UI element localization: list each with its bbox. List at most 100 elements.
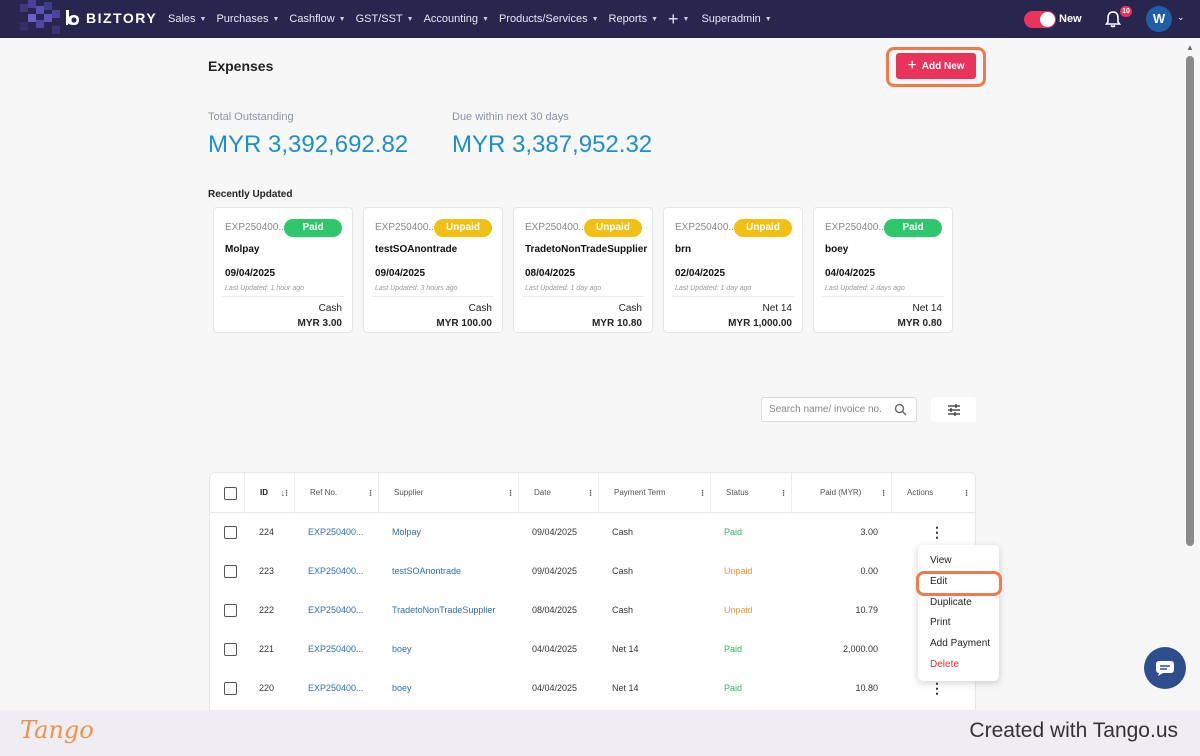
menu-purchases[interactable]: Purchases ▼ [216, 13, 279, 25]
biztory-logo-icon [66, 10, 79, 25]
menu-item-delete[interactable]: Delete [930, 659, 959, 670]
column-header-ref[interactable]: Ref No. ⁝ [294, 473, 378, 513]
menu-gst-sst[interactable]: GST/SST ▼ [356, 13, 414, 25]
table-row[interactable]: 222 EXP250400... TradetoNonTradeSupplier… [210, 591, 975, 630]
row-checkbox[interactable] [224, 604, 237, 617]
new-ui-toggle[interactable] [1024, 11, 1056, 28]
column-menu-icon[interactable]: ⁝ [369, 488, 372, 498]
column-header-id[interactable]: ID ↓⁝ [244, 473, 294, 513]
table-header: ID ↓⁝ Ref No. ⁝ Supplier ⁝ Date ⁝ Payment Te… [210, 473, 975, 513]
scroll-up-icon[interactable]: ▲ [1186, 43, 1194, 52]
card-ref: EXP250400... [675, 222, 737, 233]
card-term: Net 14 [762, 303, 792, 314]
total-outstanding-label: Total Outstanding [208, 111, 294, 123]
card-amount: MYR 3.00 [297, 318, 342, 329]
chevron-down-icon: ▼ [406, 15, 414, 23]
toggle-label: New [1059, 13, 1082, 25]
column-header-date[interactable]: Date ⁝ [518, 473, 598, 513]
column-menu-icon[interactable]: ⁝ [782, 488, 785, 498]
menu-sales[interactable]: Sales ▼ [168, 13, 206, 25]
row-checkbox[interactable] [224, 565, 237, 578]
table-row[interactable]: 220 EXP250400... boey 04/04/2025 Net 14 … [210, 669, 975, 708]
cell-supplier[interactable]: testSOAnontrade [392, 566, 462, 576]
avatar[interactable]: W [1146, 6, 1172, 32]
card-amount: MYR 0.80 [897, 318, 942, 329]
menu-item-edit[interactable]: Edit [930, 576, 948, 587]
cell-ref[interactable]: EXP250400... [308, 527, 364, 537]
table-row[interactable]: 223 EXP250400... testSOAnontrade 09/04/2… [210, 552, 975, 591]
cell-ref[interactable]: EXP250400... [308, 566, 364, 576]
recent-card[interactable]: EXP250400... Unpaid testSOAnontrade 09/0… [363, 207, 503, 333]
card-amount: MYR 100.00 [436, 318, 492, 329]
quick-add-menu[interactable]: + ▼ [668, 9, 689, 30]
recent-card[interactable]: EXP250400... Paid boey 04/04/2025 Last U… [813, 207, 953, 333]
column-header-payment-term[interactable]: Payment Term ⁝ [598, 473, 710, 513]
more-vertical-icon[interactable]: ⋮ [930, 524, 944, 540]
divider [522, 296, 644, 297]
scrollbar[interactable] [1186, 56, 1194, 546]
more-vertical-icon[interactable]: ⋮ [930, 680, 944, 696]
column-menu-icon[interactable]: ⁝ [509, 488, 512, 498]
tango-credit: Created with Tango.us [969, 719, 1178, 742]
sort-desc-icon[interactable]: ↓⁝ [280, 488, 288, 498]
cell-supplier[interactable]: Molpay [392, 527, 422, 537]
column-header-status[interactable]: Status ⁝ [710, 473, 791, 513]
highlight-ring [886, 47, 986, 87]
menu-products-services[interactable]: Products/Services ▼ [499, 13, 599, 25]
filter-button[interactable] [931, 397, 976, 422]
menu-item-add-payment[interactable]: Add Payment [930, 638, 991, 649]
column-header-paid[interactable]: Paid (MYR) ⁝ [791, 473, 891, 513]
brand-logo[interactable]: BIZTORY [62, 8, 157, 28]
search-input[interactable]: Search name/ invoice no. [761, 397, 917, 422]
row-checkbox[interactable] [224, 682, 237, 695]
cell-term: Cash [612, 566, 634, 576]
main-menu: Sales ▼ Purchases ▼ Cashflow ▼ GST/SST ▼ Acc… [168, 0, 782, 38]
cell-paid: 10.80 [855, 683, 878, 693]
bell-icon[interactable] [1104, 10, 1122, 28]
cell-ref[interactable]: EXP250400... [308, 683, 364, 693]
divider [222, 296, 344, 297]
divider [822, 296, 944, 297]
select-all-checkbox[interactable] [224, 487, 237, 500]
card-ref: EXP250400... [225, 222, 287, 233]
menu-cashflow[interactable]: Cashflow ▼ [289, 13, 345, 25]
column-header-supplier[interactable]: Supplier ⁝ [378, 473, 518, 513]
menu-superadmin[interactable]: Superadmin ▼ [701, 13, 771, 25]
add-new-button[interactable]: + Add New [896, 53, 976, 79]
chat-button[interactable] [1144, 647, 1186, 689]
cell-supplier[interactable]: boey [392, 683, 412, 693]
menu-cashflow-label: Cashflow [289, 13, 335, 25]
menu-item-view[interactable]: View [930, 555, 952, 566]
column-header-actions[interactable]: Actions ⁝ [891, 473, 975, 513]
recent-card[interactable]: EXP250400... Unpaid TradetoNonTradeSuppl… [513, 207, 653, 333]
cell-supplier[interactable]: TradetoNonTradeSupplier [392, 605, 496, 615]
cell-status: Unpaid [724, 605, 753, 615]
table-row[interactable]: 221 EXP250400... boey 04/04/2025 Net 14 … [210, 630, 975, 669]
chevron-down-icon: ▼ [199, 15, 207, 23]
row-checkbox[interactable] [224, 526, 237, 539]
cell-ref[interactable]: EXP250400... [308, 644, 364, 654]
column-menu-icon[interactable]: ⁝ [701, 488, 704, 498]
cell-term: Cash [612, 605, 634, 615]
cell-supplier[interactable]: boey [392, 644, 412, 654]
menu-item-duplicate[interactable]: Duplicate [930, 597, 972, 608]
chevron-down-icon: ▼ [591, 15, 599, 23]
column-menu-icon[interactable]: ⁝ [965, 488, 968, 498]
column-ref-label: Ref No. [310, 488, 338, 497]
column-menu-icon[interactable]: ⁝ [589, 488, 592, 498]
search-icon[interactable] [894, 403, 907, 416]
menu-reports[interactable]: Reports ▼ [609, 13, 658, 25]
recent-card[interactable]: EXP250400... Unpaid brn 02/04/2025 Last … [663, 207, 803, 333]
recent-card[interactable]: EXP250400... Paid Molpay 09/04/2025 Last… [213, 207, 353, 333]
column-menu-icon[interactable]: ⁝ [882, 488, 885, 498]
table-row[interactable]: 224 EXP250400... Molpay 09/04/2025 Cash … [210, 513, 975, 552]
card-date: 08/04/2025 [525, 268, 576, 279]
cell-ref[interactable]: EXP250400... [308, 605, 364, 615]
row-checkbox[interactable] [224, 643, 237, 656]
card-amount: MYR 10.80 [591, 318, 642, 329]
menu-item-print[interactable]: Print [930, 617, 951, 628]
expenses-table: ID ↓⁝ Ref No. ⁝ Supplier ⁝ Date ⁝ Payment Te… [209, 472, 976, 712]
cell-paid: 2,000.00 [842, 644, 878, 654]
menu-accounting[interactable]: Accounting ▼ [424, 13, 489, 25]
chevron-down-icon[interactable]: ⌄ [1177, 12, 1185, 22]
